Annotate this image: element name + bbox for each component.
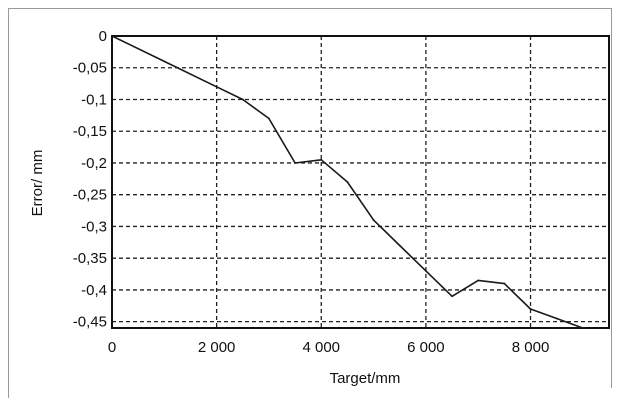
y-tick-label: -0,45 xyxy=(73,314,107,331)
x-tick-label: 0 xyxy=(108,339,116,356)
data-point xyxy=(581,327,584,329)
x-axis-ticks: 0 2 000 4 000 6 000 8 000 xyxy=(108,339,549,356)
y-tick-label: 0 xyxy=(99,28,107,45)
data-point xyxy=(555,317,558,320)
data-point xyxy=(241,98,244,101)
data-point xyxy=(346,181,349,183)
y-tick-label: -0,25 xyxy=(73,187,107,204)
data-point xyxy=(477,279,480,282)
y-tick-label: -0,15 xyxy=(73,123,107,140)
x-axis-label: Target/mm xyxy=(330,370,401,387)
data-point xyxy=(163,60,166,63)
plot-area xyxy=(111,35,610,329)
y-tick-label: -0,3 xyxy=(81,218,107,235)
data-point xyxy=(215,85,218,88)
y-tick-label: -0,1 xyxy=(81,91,107,108)
x-tick-label: 2 000 xyxy=(198,339,236,356)
data-point xyxy=(529,308,532,310)
data-point xyxy=(424,269,427,272)
y-axis-label: Error/ mm xyxy=(29,150,46,217)
data-point xyxy=(503,282,506,285)
chart-frame xyxy=(8,8,612,388)
x-tick-label: 6 000 xyxy=(407,339,445,356)
y-axis-ticks: 0 -0,05 -0,1 -0,15 -0,2 -0,25 -0,3 -0,35 -0,4 -0,… xyxy=(73,28,107,331)
series-group xyxy=(111,35,584,329)
grid-lines xyxy=(112,36,609,328)
y-tick-label: -0,2 xyxy=(81,155,107,172)
data-point xyxy=(294,162,297,164)
y-tick-label: -0,05 xyxy=(73,60,107,77)
data-point xyxy=(320,158,323,161)
data-point xyxy=(268,117,270,120)
data-point xyxy=(451,295,453,298)
frame-edge xyxy=(8,380,9,398)
y-tick-label: -0,35 xyxy=(73,250,107,267)
x-tick-label: 4 000 xyxy=(302,339,340,356)
y-tick-label: -0,4 xyxy=(81,282,107,299)
data-point xyxy=(111,35,113,37)
x-tick-label: 8 000 xyxy=(512,339,550,356)
data-point xyxy=(398,244,401,247)
data-point xyxy=(372,219,375,221)
